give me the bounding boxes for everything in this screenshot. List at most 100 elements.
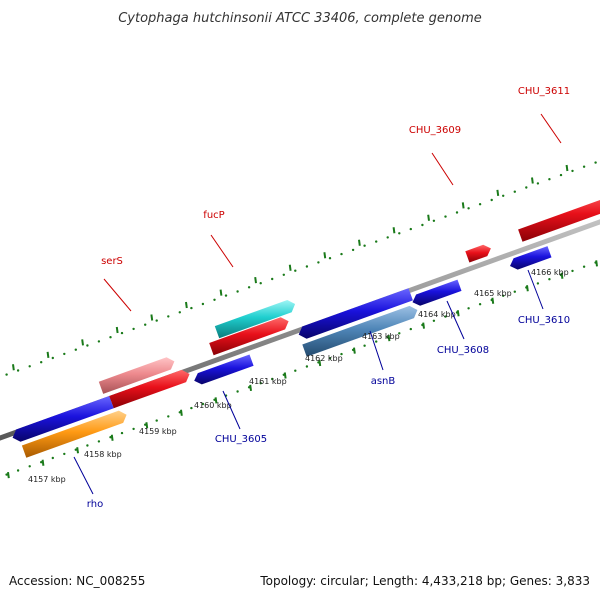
- inner-minor-tick: [571, 269, 574, 273]
- label-rho: rho: [87, 499, 103, 510]
- outer-minor-tick: [340, 252, 343, 256]
- tick-label: 4158 kbp: [84, 450, 122, 459]
- cds-forward: [209, 317, 289, 356]
- outer-minor-tick: [478, 203, 482, 206]
- outer-major-tick: [185, 301, 188, 309]
- label-chu3605: CHU_3605: [215, 434, 267, 445]
- outer-minor-tick: [120, 331, 124, 335]
- outer-minor-tick: [386, 236, 389, 239]
- outer-minor-tick: [63, 352, 66, 356]
- inner-minor-tick: [201, 402, 205, 406]
- inner-minor-tick: [582, 265, 586, 268]
- outer-minor-tick: [375, 240, 378, 243]
- inner-major-tick: [422, 322, 425, 329]
- leader-line: [210, 234, 234, 268]
- outer-major-tick: [565, 164, 569, 172]
- outer-major-tick: [358, 239, 361, 246]
- inner-minor-tick: [5, 473, 8, 476]
- outer-minor-tick: [305, 265, 309, 268]
- inner-minor-tick: [16, 469, 20, 472]
- label-chu3608: CHU_3608: [437, 345, 489, 356]
- tick-rings: [5, 161, 598, 479]
- leader-line: [446, 300, 465, 340]
- inner-major-tick: [7, 471, 10, 479]
- outer-minor-tick: [582, 165, 586, 168]
- cds-chu3609: [465, 244, 491, 263]
- outer-major-tick: [12, 364, 15, 371]
- inner-minor-tick: [513, 290, 516, 293]
- label-asnb: asnB: [371, 376, 396, 387]
- label-chu3611: CHU_3611: [518, 86, 570, 97]
- outer-minor-tick: [109, 336, 112, 339]
- outer-major-tick: [219, 289, 223, 296]
- inner-major-tick: [145, 422, 149, 429]
- outer-minor-tick: [594, 161, 597, 164]
- outer-minor-tick: [40, 361, 43, 364]
- inner-minor-tick: [190, 406, 193, 410]
- outer-minor-tick: [28, 365, 31, 368]
- outer-major-tick: [81, 339, 84, 346]
- map-title: Cytophaga hutchinsonii ATCC 33406, compl…: [118, 11, 482, 26]
- outer-minor-tick: [144, 323, 147, 326]
- outer-minor-tick: [317, 261, 320, 264]
- cds-sers: [98, 357, 175, 394]
- outer-major-tick: [496, 189, 500, 197]
- leader-line: [527, 269, 544, 310]
- outer-major-tick: [427, 214, 430, 221]
- inner-major-tick: [249, 384, 252, 392]
- outer-minor-tick: [247, 286, 251, 289]
- inner-major-tick: [76, 447, 79, 454]
- inner-major-tick: [526, 285, 529, 292]
- cds-forward: [109, 369, 190, 409]
- cds-chu3610: [510, 246, 552, 270]
- outer-minor-tick: [236, 290, 239, 293]
- outer-major-tick: [531, 177, 534, 184]
- outer-minor-tick: [351, 248, 355, 252]
- outer-minor-tick: [282, 273, 285, 276]
- inner-minor-tick: [432, 319, 436, 322]
- outer-major-tick: [115, 326, 119, 334]
- accession-value: NC_008255: [76, 574, 146, 588]
- inner-minor-tick: [409, 327, 412, 331]
- outer-minor-tick: [86, 344, 89, 347]
- label-sers: serS: [101, 256, 123, 267]
- outer-minor-tick: [502, 194, 505, 197]
- tick-label: 4163 kbp: [362, 332, 400, 341]
- inner-minor-tick: [259, 382, 262, 385]
- inner-minor-tick: [294, 369, 297, 372]
- inner-minor-tick: [363, 344, 366, 347]
- inner-major-tick: [595, 260, 598, 267]
- outer-minor-tick: [525, 186, 528, 189]
- outer-minor-tick: [259, 282, 262, 285]
- outer-minor-tick: [190, 306, 193, 310]
- leader-line: [431, 152, 454, 186]
- tick-label: 4164 kbp: [418, 310, 456, 319]
- outer-minor-tick: [294, 269, 297, 272]
- cds-reverse: [12, 396, 114, 442]
- inner-minor-tick: [271, 377, 274, 381]
- inner-major-tick: [110, 434, 114, 441]
- inner-minor-tick: [340, 352, 343, 356]
- inner-major-tick: [456, 310, 460, 317]
- length-value: 4,433,218 bp: [421, 574, 502, 588]
- outer-minor-tick: [271, 277, 274, 281]
- leader-line: [222, 390, 241, 430]
- cds-asnb: [302, 305, 418, 357]
- inner-minor-tick: [305, 365, 309, 368]
- outer-minor-tick: [201, 302, 205, 306]
- inner-major-tick: [491, 297, 495, 304]
- leader-line: [73, 456, 94, 495]
- leader-line: [540, 113, 562, 144]
- inner-minor-tick: [120, 431, 124, 435]
- inner-minor-tick: [155, 419, 158, 422]
- outer-minor-tick: [16, 369, 20, 372]
- cds-reverse: [194, 354, 254, 385]
- outer-minor-tick: [363, 244, 366, 247]
- outer-minor-tick: [5, 373, 8, 376]
- inner-major-tick: [41, 459, 45, 466]
- outer-minor-tick: [548, 178, 551, 181]
- outer-major-tick: [46, 351, 50, 359]
- topology-value: circular: [320, 574, 365, 588]
- outer-minor-tick: [167, 315, 170, 318]
- inner-major-tick: [283, 372, 287, 379]
